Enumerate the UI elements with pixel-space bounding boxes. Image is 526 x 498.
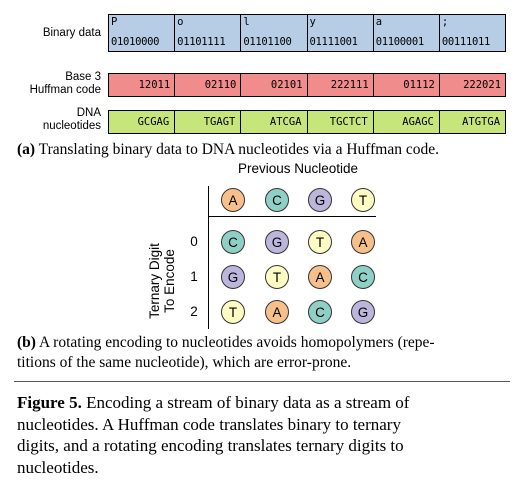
- binary-data-strip: P 01010000 o 01101111 l 01101100 y 01111001 a 011…: [108, 14, 506, 52]
- binary-cell-bits: 01010000: [111, 36, 160, 48]
- figure-caption-line1: Figure 5. Encoding a stream of binary da…: [17, 392, 409, 414]
- column-nucleotide-A: A: [221, 188, 245, 212]
- binary-cell-bits: 00111011: [441, 36, 491, 48]
- binary-cell: P 01010000: [109, 15, 174, 51]
- binary-cell-bits: 01101100: [243, 36, 292, 48]
- caption-b-line1: (b) A rotating encoding to nucleotides a…: [17, 333, 435, 353]
- grid-horizontal-divider: [208, 216, 376, 217]
- dna-label-line2: nucleotides: [42, 120, 101, 132]
- huffman-cell: 222021: [438, 74, 505, 96]
- encoded-nucleotide-C: C: [221, 230, 245, 254]
- caption-b-tag: (b): [17, 334, 36, 351]
- figure-caption-rule: [14, 381, 510, 382]
- binary-cell-char: P: [111, 16, 118, 28]
- encoded-nucleotide-A: A: [265, 300, 289, 324]
- encoded-nucleotide-C: C: [351, 265, 375, 289]
- binary-cell-bits: 01101111: [177, 36, 226, 48]
- dna-cell: TGAGT: [174, 111, 240, 133]
- binary-cell-char: l: [243, 16, 250, 28]
- ternary-digit-label: 1: [190, 269, 198, 284]
- dna-cell: TGCTCT: [306, 111, 373, 133]
- binary-cell-bits: 01100001: [375, 36, 424, 48]
- caption-a: (a) Translating binary data to DNA nucle…: [17, 140, 439, 160]
- encoded-nucleotide-G: G: [221, 265, 245, 289]
- binary-cell: a 01100001: [372, 15, 439, 51]
- huffman-cell: 222111: [306, 74, 373, 96]
- huffman-cell: 01112: [372, 74, 439, 96]
- binary-cell-char: o: [177, 16, 184, 28]
- binary-cell: ; 00111011: [438, 15, 505, 51]
- encoded-nucleotide-C: C: [308, 300, 332, 324]
- encoded-nucleotide-G: G: [351, 300, 375, 324]
- dna-cell: GCGAG: [137, 116, 170, 128]
- grid-vertical-divider: [208, 186, 209, 329]
- figure-caption-tag: Figure 5.: [17, 393, 82, 412]
- binary-row-label: Binary data: [42, 27, 101, 39]
- binary-cell-char: a: [375, 16, 383, 28]
- caption-a-text: Translating binary data to DNA nucleotid…: [35, 141, 440, 158]
- encoded-nucleotide-A: A: [308, 265, 332, 289]
- encoded-nucleotide-A: A: [351, 230, 375, 254]
- figure-caption-line2: nucleotides. A Huffman code translates b…: [17, 414, 401, 434]
- huffman-row-label: Base 3 Huffman code: [30, 71, 101, 97]
- column-nucleotide-G: G: [308, 188, 332, 212]
- huffman-cell: 02101: [240, 74, 306, 96]
- ternary-digit-label: 2: [190, 304, 198, 319]
- huffman-cell: 12011: [138, 79, 171, 91]
- figure-caption: Figure 5. Encoding a stream of binary da…: [17, 392, 409, 478]
- binary-cell: o 01101111: [174, 15, 240, 51]
- dna-label-line1: DNA: [76, 107, 101, 119]
- binary-cell-char: y: [309, 16, 316, 28]
- encoded-nucleotide-T: T: [265, 265, 289, 289]
- binary-cell-char: ;: [441, 16, 449, 28]
- huffman-label-line1: Base 3: [65, 71, 101, 83]
- binary-cell-bits: 01111001: [309, 36, 358, 48]
- dna-cell: ATGTGA: [438, 111, 505, 133]
- figure-caption-line3: digits, and a rotating encoding translat…: [17, 436, 404, 455]
- caption-b: (b) A rotating encoding to nucleotides a…: [17, 333, 435, 373]
- dna-row-label: DNA nucleotides: [43, 107, 101, 133]
- ternary-digit-label: 0: [190, 234, 198, 249]
- dna-cell: AGAGC: [372, 111, 439, 133]
- caption-a-tag: (a): [17, 141, 36, 158]
- huffman-label-line2: Huffman code: [29, 84, 101, 96]
- figure-caption-text1: Encoding a stream of binary data as a st…: [81, 393, 410, 412]
- dna-cell: ATCGA: [240, 111, 306, 133]
- column-nucleotide-C: C: [265, 188, 289, 212]
- huffman-code-strip: 12011 02110 02101 222111 01112 222021: [108, 73, 506, 97]
- previous-nucleotide-header: Previous Nucleotide: [237, 161, 359, 176]
- column-nucleotide-T: T: [351, 188, 375, 212]
- caption-b-text1: A rotating encoding to nucleotides avoid…: [35, 334, 435, 351]
- axis-label-line2: To Encode: [162, 249, 177, 313]
- encoded-nucleotide-T: T: [221, 300, 245, 324]
- figure-caption-line4: nucleotides.: [17, 457, 99, 477]
- axis-label-line1: Ternary Digit: [147, 243, 162, 319]
- dna-nucleotide-strip: GCGAG TGAGT ATCGA TGCTCT AGAGC ATGTGA: [108, 110, 506, 134]
- encoded-nucleotide-G: G: [265, 230, 289, 254]
- encoded-nucleotide-T: T: [308, 230, 332, 254]
- huffman-cell: 02110: [174, 74, 240, 96]
- binary-cell: y 01111001: [306, 15, 373, 51]
- binary-cell: l 01101100: [240, 15, 306, 51]
- caption-b-line2: titions of the same nucleotide), which a…: [17, 354, 352, 371]
